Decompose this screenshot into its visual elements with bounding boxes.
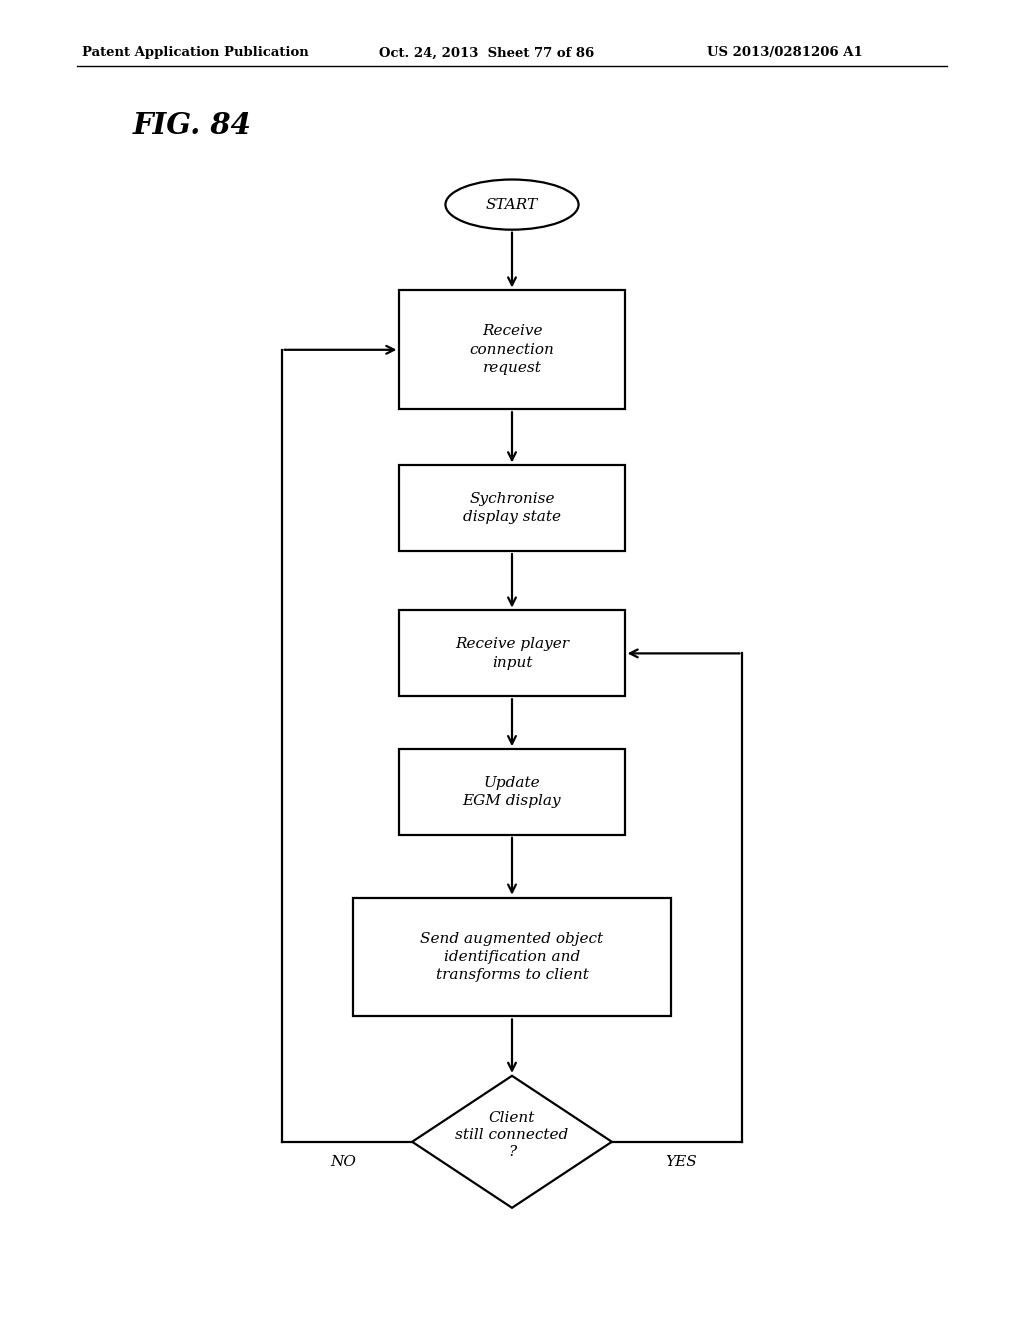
Text: Oct. 24, 2013  Sheet 77 of 86: Oct. 24, 2013 Sheet 77 of 86 <box>379 46 594 59</box>
Text: FIG. 84: FIG. 84 <box>133 111 252 140</box>
Text: Receive
connection
request: Receive connection request <box>470 325 554 375</box>
Text: Patent Application Publication: Patent Application Publication <box>82 46 308 59</box>
Text: YES: YES <box>665 1155 697 1168</box>
Text: Update
EGM display: Update EGM display <box>463 776 561 808</box>
Text: NO: NO <box>330 1155 356 1168</box>
Text: START: START <box>486 198 538 211</box>
Text: Sychronise
display state: Sychronise display state <box>463 492 561 524</box>
Text: US 2013/0281206 A1: US 2013/0281206 A1 <box>707 46 862 59</box>
Text: Send augmented object
identification and
transforms to client: Send augmented object identification and… <box>421 932 603 982</box>
Text: Client
still connected
?: Client still connected ? <box>456 1111 568 1159</box>
Text: Receive player
input: Receive player input <box>455 638 569 669</box>
